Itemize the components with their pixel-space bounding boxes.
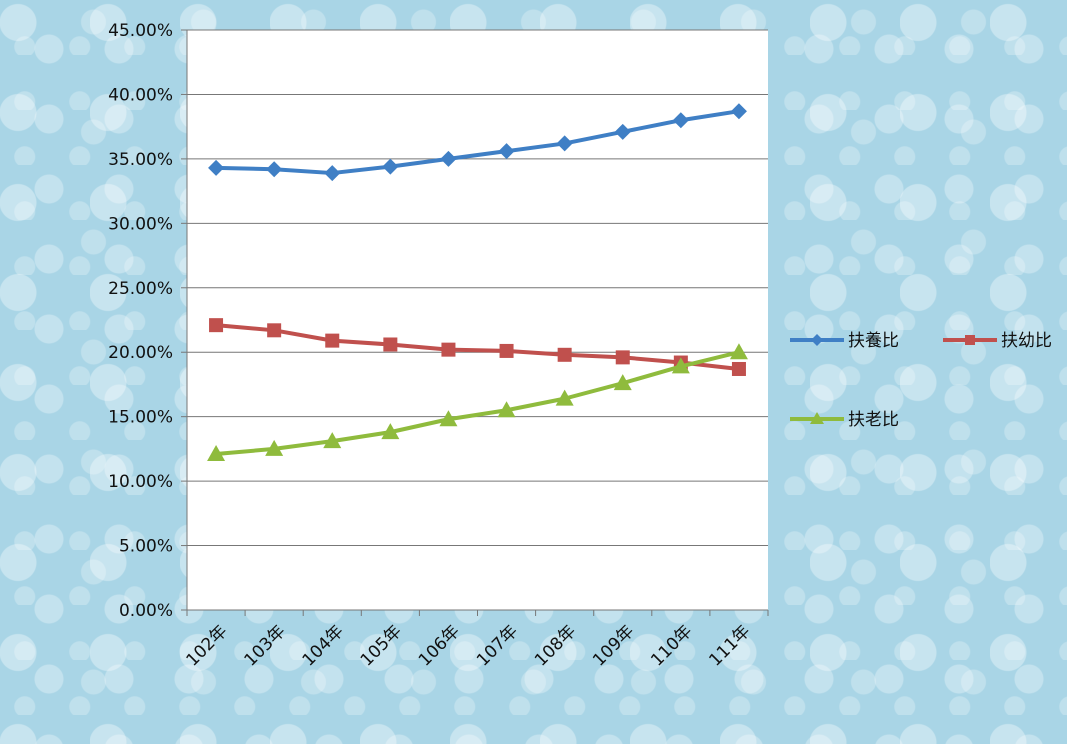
- x-tick-label: 108年: [531, 621, 580, 670]
- series-lines: [207, 103, 748, 462]
- data-point-marker: [207, 445, 226, 462]
- data-point-marker: [671, 357, 690, 374]
- y-tick-label: 0.00%: [119, 601, 173, 621]
- y-tick-label: 10.00%: [108, 472, 173, 492]
- x-tick-labels: 102年 103年 104年 105年 106年 107年 108年 109年 110年 111年: [182, 621, 754, 670]
- series-line: [216, 109, 740, 176]
- series-line: [215, 323, 740, 371]
- series-3: [207, 343, 748, 462]
- x-tick-label: 109年: [589, 621, 638, 670]
- data-point-marker: [810, 412, 824, 424]
- legend-label: 扶幼比: [1001, 331, 1052, 351]
- y-tick-label: 40.00%: [108, 85, 173, 105]
- legend-item: 扶養比: [790, 331, 899, 351]
- data-point-marker: [381, 423, 400, 440]
- y-tick-label: 20.00%: [108, 343, 173, 363]
- data-point-marker: [497, 401, 516, 418]
- data-point-marker: [266, 161, 283, 178]
- x-tick-label: 104年: [299, 621, 348, 670]
- data-point-marker: [557, 347, 572, 362]
- data-point-marker: [499, 343, 514, 358]
- data-point-marker: [672, 112, 689, 129]
- data-point-marker: [555, 389, 574, 406]
- y-tick-label: 35.00%: [108, 150, 173, 170]
- x-tick-label: 111年: [705, 621, 754, 670]
- data-point-marker: [615, 350, 630, 365]
- data-point-marker: [440, 150, 457, 167]
- legend-item: 扶老比: [790, 410, 899, 430]
- series-line: [215, 350, 740, 457]
- data-point-marker: [614, 123, 631, 140]
- data-point-marker: [730, 103, 747, 120]
- y-tick-label: 5.00%: [119, 537, 173, 557]
- data-point-marker: [383, 337, 398, 352]
- data-point-marker: [325, 333, 340, 348]
- y-tick-label: 30.00%: [108, 214, 173, 234]
- y-tick-label: 25.00%: [108, 279, 173, 299]
- data-point-marker: [439, 410, 458, 427]
- data-point-marker: [965, 335, 975, 345]
- series-1: [208, 103, 747, 182]
- data-point-marker: [731, 361, 746, 376]
- data-point-marker: [498, 143, 515, 160]
- data-point-marker: [323, 432, 342, 449]
- data-point-marker: [811, 334, 823, 346]
- data-point-marker: [209, 318, 224, 333]
- legend-label: 扶養比: [848, 331, 899, 351]
- x-tick-label: 103年: [241, 621, 290, 670]
- data-point-marker: [729, 343, 748, 360]
- axes: [181, 29, 769, 616]
- legend-item: 扶幼比: [943, 331, 1052, 351]
- data-point-marker: [265, 439, 284, 456]
- data-point-marker: [267, 323, 282, 338]
- data-point-marker: [382, 158, 399, 175]
- plot-area: [187, 30, 768, 610]
- x-tick-label: 102年: [182, 621, 231, 670]
- x-tick-label: 107年: [473, 621, 522, 670]
- legend-label: 扶老比: [848, 410, 899, 430]
- data-point-marker: [441, 342, 456, 357]
- data-point-marker: [208, 159, 225, 176]
- y-tick-label: 15.00%: [108, 408, 173, 428]
- data-point-marker: [556, 135, 573, 152]
- data-point-marker: [613, 374, 632, 391]
- data-point-marker: [324, 165, 341, 182]
- y-tick-label: 45.00%: [108, 21, 173, 41]
- x-tick-label: 105年: [357, 621, 406, 670]
- x-tick-label: 106年: [415, 621, 464, 670]
- x-tick-label: 110年: [647, 621, 696, 670]
- y-tick-labels: 0.00% 5.00% 10.00% 15.00% 20.00% 25.00% 30.00%…: [108, 21, 173, 621]
